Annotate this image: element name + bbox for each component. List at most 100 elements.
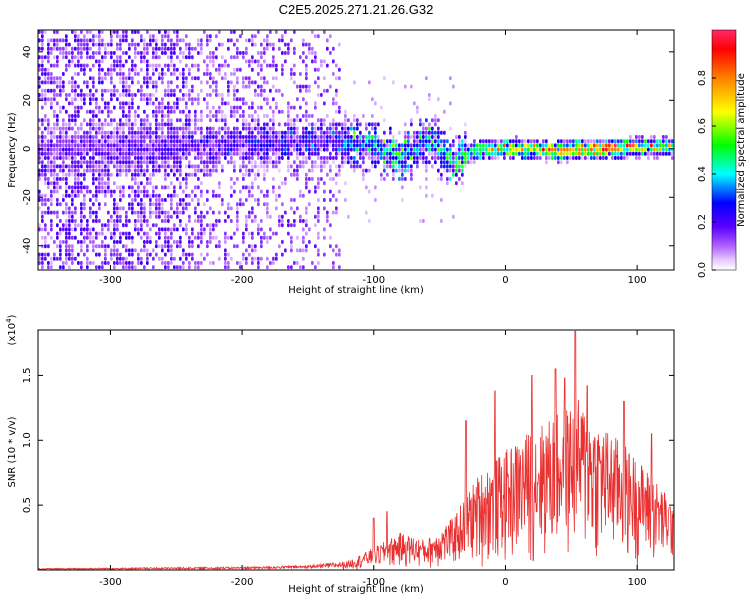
spectrogram-cell [320,147,323,152]
spectrogram-cell [53,252,56,257]
spectrogram-cell [296,114,299,118]
spectrogram-cell [110,97,113,102]
spectrogram-cell [350,164,353,169]
spectrogram-cell [311,46,314,51]
spectrogram-cell [161,34,164,39]
spectrogram-cell [134,151,137,156]
spectrogram-cell [323,76,326,81]
spectrogram-cell [266,46,269,51]
spectrogram-cell [653,143,656,148]
spectrogram-cell [116,206,119,211]
spectrogram-cell [122,139,125,144]
spectrogram-cell [251,42,254,47]
spectrogram-cell [83,198,86,202]
spectrogram-cell [143,93,146,97]
spectrogram-cell [341,139,344,144]
spectrogram-cell [335,139,338,144]
spectrogram-cell [476,156,479,160]
spectrogram-cell [305,118,308,123]
spectrogram-cell [131,265,134,270]
spectrogram-frame [37,29,675,271]
spectrogram-cell [476,143,479,148]
spectrogram-cell [473,160,476,165]
spectrogram-cell [131,67,134,72]
spectrogram-cell [446,160,449,165]
spectrogram-cell [569,156,572,160]
spectrogram-cell [404,143,407,148]
spectrogram-cell [146,147,149,152]
spectrogram-cell [167,244,170,249]
spectrogram-cell [458,156,461,160]
spectrogram-cell [386,172,389,177]
spectrogram-cell [89,240,92,244]
spectrogram-cell [329,156,332,160]
spectrogram-cell [134,219,137,223]
spectrogram-cell [650,147,653,152]
spectrogram-cell [158,227,161,232]
spectrogram-cell [116,160,119,165]
spectrogram-cell [41,38,44,43]
spectrogram-cell [83,252,86,257]
spectrogram-cell [179,219,182,223]
spectrogram-cell [47,147,50,152]
spectrogram-cell [89,55,92,60]
spectrogram-cell [260,67,263,72]
spectrogram-cell [86,256,89,261]
spectrogram-cell [134,72,137,76]
spectrogram-cell [176,34,179,39]
spectrogram-cell [62,261,65,265]
spectrogram-cell [329,164,332,169]
spectrogram-cell [275,130,278,135]
spectrogram-cell [116,214,119,219]
spectrogram-cell [53,63,56,68]
spectrogram-cell [131,122,134,127]
spectrogram-cell [44,118,47,123]
spectrogram-cell [317,261,320,265]
spectrogram-cell [56,126,59,131]
spectrogram-cell [281,219,284,223]
spectrogram-cell [206,151,209,156]
spectrogram-cell [167,109,170,114]
spectrogram-cell [647,147,650,152]
spectrogram-cell [146,135,149,139]
spectrogram-cell [173,256,176,261]
spectrogram-cell [104,189,107,194]
spectrogram-cell [170,109,173,114]
spectrogram-cell [155,46,158,51]
spectrogram-cell [83,147,86,152]
spectrogram-cell [167,122,170,127]
spectrogram-cell [119,206,122,211]
spectrogram-cell [122,185,125,190]
spectrogram-cell [176,177,179,181]
spectrogram-cell [287,156,290,160]
spectrogram-cell [386,143,389,148]
spectrogram-cell [242,135,245,139]
spectrogram-cell [272,189,275,194]
spectrogram-cell [443,164,446,169]
spectrogram-cell [596,151,599,156]
spectrogram-cell [98,202,101,207]
snr-y-multiplier: (x104) [5,314,18,345]
spectrogram-cell [263,151,266,156]
spectrogram-cell [344,151,347,156]
spectrogram-cell [119,164,122,169]
spectrogram-cell [56,30,59,34]
spectrogram-cell [272,46,275,51]
spectrogram-cell [332,210,335,215]
spectrogram-cell [47,76,50,81]
spectrogram-cell [191,240,194,244]
spectrogram-cell [140,210,143,215]
spectrogram-cell [200,139,203,144]
spectrogram-cell [401,147,404,152]
spectrogram-cell [371,135,374,139]
spectrogram-cell [443,130,446,135]
spectrogram-cell [119,261,122,265]
spectrogram-cell [488,156,491,160]
spectrogram-cell [452,168,455,173]
spectrogram-cell [575,139,578,144]
spectrogram-cell [419,147,422,152]
spectrogram-cell [107,42,110,47]
spectrogram-cell [191,130,194,135]
spectrogram-cell [188,143,191,148]
spectrogram-cell [95,59,98,64]
